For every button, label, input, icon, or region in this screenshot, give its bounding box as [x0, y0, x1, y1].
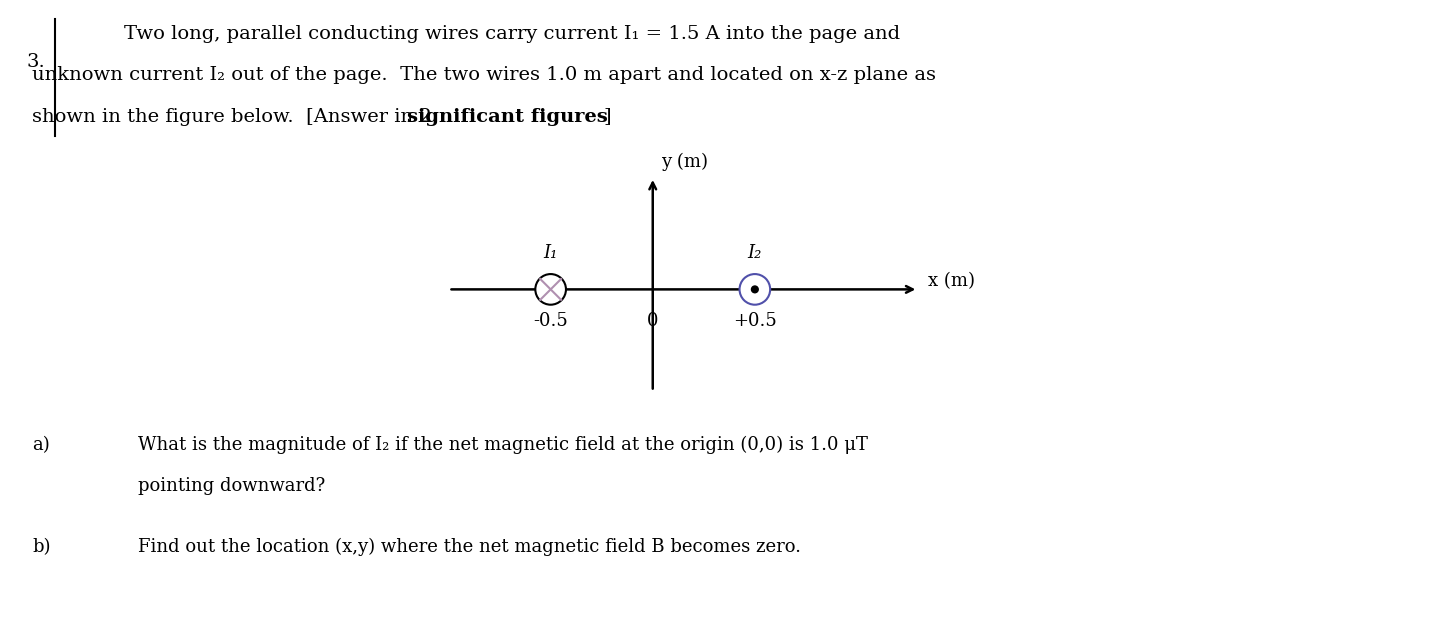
Text: x (m): x (m) — [929, 272, 976, 290]
Text: 3.: 3. — [26, 53, 45, 70]
Text: +0.5: +0.5 — [733, 312, 776, 330]
Text: Two long, parallel conducting wires carry current I₁ = 1.5 A into the page and: Two long, parallel conducting wires carr… — [124, 25, 900, 43]
Text: 0: 0 — [647, 312, 659, 330]
Text: b): b) — [32, 538, 51, 556]
Text: a): a) — [32, 436, 49, 454]
Text: unknown current I₂ out of the page.  The two wires 1.0 m apart and located on x-: unknown current I₂ out of the page. The … — [32, 66, 936, 84]
Text: significant figures: significant figures — [407, 108, 608, 125]
Circle shape — [752, 286, 758, 293]
Text: What is the magnitude of I₂ if the net magnetic field at the origin (0,0) is 1.0: What is the magnitude of I₂ if the net m… — [138, 436, 868, 454]
Text: -0.5: -0.5 — [534, 312, 569, 330]
Text: ]: ] — [603, 108, 611, 125]
Text: I₁: I₁ — [544, 244, 558, 262]
Text: Find out the location (x,y) where the net magnetic field B becomes zero.: Find out the location (x,y) where the ne… — [138, 538, 801, 556]
Circle shape — [535, 274, 566, 305]
Text: I₂: I₂ — [747, 244, 762, 262]
Circle shape — [740, 274, 771, 305]
Text: pointing downward?: pointing downward? — [138, 477, 326, 495]
Text: y (m): y (m) — [662, 153, 708, 171]
Text: shown in the figure below.  [Answer in 2: shown in the figure below. [Answer in 2 — [32, 108, 438, 125]
